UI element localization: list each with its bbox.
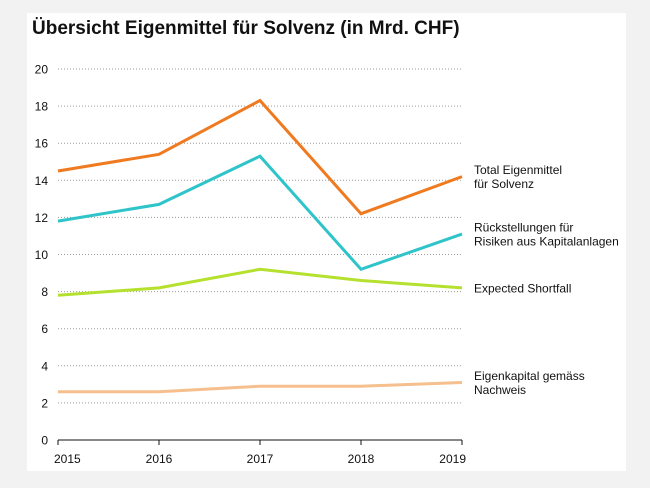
series-line bbox=[57, 98, 463, 216]
series-line bbox=[58, 381, 463, 394]
x-tick-label: 2017 bbox=[247, 452, 274, 466]
x-tick-label: 2019 bbox=[439, 452, 466, 466]
legend-label: Nachweis bbox=[474, 383, 526, 397]
x-tick-label: 2015 bbox=[54, 452, 81, 466]
legend-label: Total Eigenmittel bbox=[474, 163, 562, 177]
chart-card bbox=[27, 13, 626, 471]
y-tick-label: 20 bbox=[35, 63, 49, 77]
y-tick-label: 12 bbox=[35, 211, 49, 225]
y-tick-label: 2 bbox=[41, 396, 48, 410]
series-line bbox=[57, 154, 463, 272]
y-tick-label: 10 bbox=[35, 248, 49, 262]
legend-label: Risiken aus Kapitalanlagen bbox=[474, 235, 619, 249]
legend-label: für Solvenz bbox=[474, 177, 534, 191]
y-tick-label: 8 bbox=[41, 285, 48, 299]
chart-title: Übersicht Eigenmittel für Solvenz (in Mr… bbox=[32, 18, 460, 39]
y-tick-label: 4 bbox=[41, 359, 48, 373]
legend-label: Rückstellungen für bbox=[474, 221, 573, 235]
y-tick-label: 6 bbox=[41, 322, 48, 336]
y-tick-label: 18 bbox=[35, 100, 49, 114]
legend-label: Expected Shortfall bbox=[474, 281, 571, 295]
y-tick-label: 14 bbox=[35, 174, 49, 188]
legend-label: Eigenkapital gemäss bbox=[474, 369, 585, 383]
y-tick-label: 16 bbox=[35, 137, 49, 151]
x-tick-label: 2016 bbox=[146, 452, 173, 466]
y-tick-label: 0 bbox=[41, 434, 48, 448]
series-line bbox=[57, 267, 463, 297]
x-tick-label: 2018 bbox=[348, 452, 375, 466]
